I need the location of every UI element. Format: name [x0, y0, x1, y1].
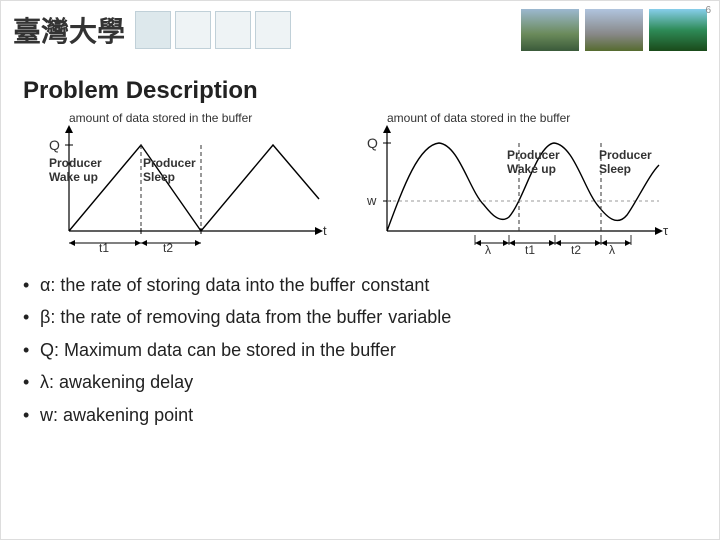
def-text: : the rate of storing data into the buff… — [50, 275, 355, 295]
chart-right: amount of data stored in the buffer — [359, 115, 679, 255]
definition-item: • α: the rate of storing data into the b… — [23, 269, 719, 301]
def-symbol: λ — [40, 372, 49, 392]
chart-left-svg — [41, 115, 341, 255]
def-symbol: w — [40, 405, 53, 425]
chart-left-t2: t2 — [163, 241, 173, 255]
chart-left: amount of data stored in the buffer — [41, 115, 341, 255]
chart-right-sleep-label: Producer Sleep — [599, 149, 652, 177]
def-symbol: α — [40, 275, 50, 295]
chart-right-lambda2: λ — [609, 243, 615, 257]
chart-left-ylabel: amount of data stored in the buffer — [69, 111, 252, 125]
header-placeholder-box — [215, 11, 251, 49]
chart-right-tau: τ — [663, 223, 668, 238]
chart-right-Q: Q — [367, 135, 378, 151]
logo-text: 臺灣大學 — [13, 10, 125, 50]
def-text: : awakening point — [53, 405, 193, 425]
definition-item: • Q: Maximum data can be stored in the b… — [23, 334, 719, 366]
page-number: 6 — [705, 5, 711, 16]
definition-item: • w: awakening point — [23, 399, 719, 431]
chart-right-t1: t1 — [525, 243, 535, 257]
page-title: Problem Description — [1, 55, 719, 105]
chart-left-wakeup-label: Producer Wake up — [49, 157, 102, 185]
def-text: : awakening delay — [49, 372, 193, 392]
header-placeholder-box — [135, 11, 171, 49]
def-text: : Maximum data can be stored in the buff… — [54, 340, 396, 360]
header-image — [585, 9, 643, 51]
definition-item: • β: the rate of removing data from the … — [23, 301, 719, 333]
chart-right-svg — [359, 115, 679, 255]
definition-item: • λ: awakening delay — [23, 366, 719, 398]
chart-right-lambda1: λ — [485, 243, 491, 257]
def-note: constant — [361, 269, 429, 301]
chart-right-t2: t2 — [571, 243, 581, 257]
def-text: : the rate of removing data from the buf… — [50, 307, 382, 327]
header-placeholder-box — [175, 11, 211, 49]
charts-row: amount of data stored in the buffer — [1, 105, 719, 255]
chart-left-Q: Q — [49, 137, 60, 153]
chart-left-t1: t1 — [99, 241, 109, 255]
header-placeholder-box — [255, 11, 291, 49]
header-bar: 臺灣大學 — [1, 1, 719, 55]
chart-left-sleep-label: Producer Sleep — [143, 157, 196, 185]
chart-left-t: t — [323, 223, 327, 238]
chart-right-w: w — [367, 193, 376, 208]
def-symbol: β — [40, 307, 50, 327]
def-symbol: Q — [40, 340, 54, 360]
header-image — [649, 9, 707, 51]
def-note: variable — [388, 301, 451, 333]
chart-right-wakeup-label: Producer Wake up — [507, 149, 560, 177]
chart-right-ylabel: amount of data stored in the buffer — [387, 111, 570, 125]
header-image — [521, 9, 579, 51]
definitions-list: • α: the rate of storing data into the b… — [1, 255, 719, 431]
